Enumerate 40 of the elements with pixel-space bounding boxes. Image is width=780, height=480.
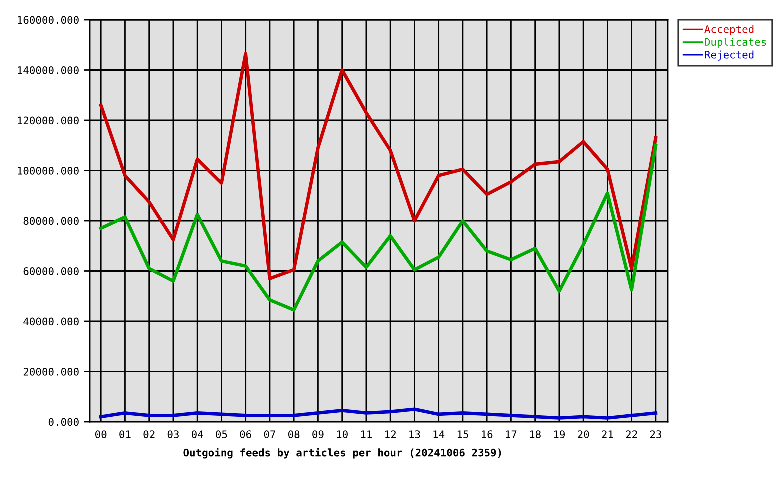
y-tick-label: 60000.000: [24, 268, 79, 276]
x-tick-label: 12: [386, 430, 396, 438]
x-tick-label: 07: [264, 430, 276, 438]
legend-label: Rejected: [705, 50, 754, 61]
x-tick-label: 04: [192, 430, 204, 438]
x-tick-label: 19: [554, 430, 566, 438]
x-tick-label: 08: [288, 430, 300, 438]
x-tick-label: 00: [96, 430, 107, 438]
legend-label: Duplicates: [705, 38, 766, 48]
x-tick-label: 09: [312, 430, 324, 438]
x-tick-label: 20: [578, 430, 590, 438]
x-tick-label: 02: [144, 430, 155, 438]
x-tick-label: 21: [602, 430, 614, 438]
line-series: [99, 52, 658, 280]
x-tick-label: 01: [120, 430, 131, 438]
x-tick-label: 10: [337, 430, 348, 438]
line-series: [99, 144, 658, 312]
y-tick-label: 100000.000: [18, 167, 79, 175]
y-tick-label: 140000.000: [18, 66, 79, 74]
x-tick-label: 18: [530, 430, 541, 438]
x-tick-label: 17: [506, 430, 517, 438]
x-tick-label: 11: [361, 430, 372, 438]
x-tick-label: 03: [168, 430, 179, 438]
x-tick-label: 05: [216, 430, 228, 438]
y-tick-label: 20000.000: [24, 368, 79, 376]
x-tick-label: 13: [410, 430, 420, 438]
y-tick-label: 120000.000: [18, 116, 79, 125]
legend-label: Accepted: [704, 25, 754, 36]
x-tick-label: 06: [240, 430, 252, 438]
line-series: [99, 408, 658, 420]
x-tick-label: 15: [458, 430, 468, 438]
x-axis-title: Outgoing feeds by articles per hour (20241006 2359): [184, 448, 502, 459]
y-tick-label: 80000.000: [24, 217, 79, 226]
x-tick-label: 14: [434, 430, 445, 438]
x-tick-label: 22: [626, 430, 638, 438]
y-tick-label: 160000.000: [18, 16, 79, 24]
x-tick-label: 23: [650, 430, 662, 438]
y-tick-label: 0.000: [48, 418, 79, 426]
y-tick-label: 40000.000: [24, 318, 79, 326]
x-tick-label: 16: [482, 430, 493, 438]
